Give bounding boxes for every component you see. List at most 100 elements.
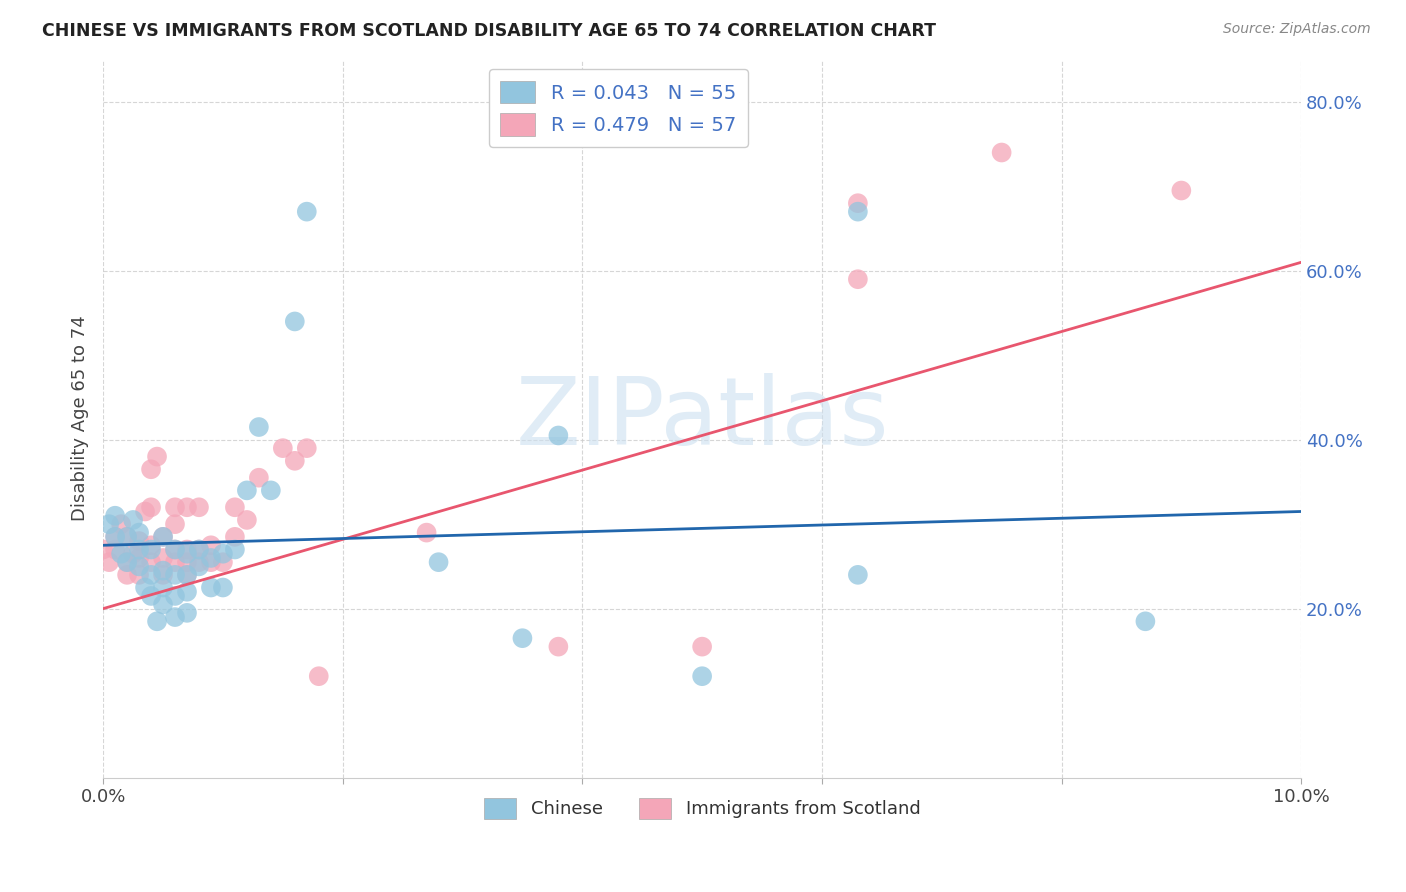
Point [139,500,162,515]
Point [188,542,211,557]
Point [200,551,222,566]
Point [128,567,150,582]
Point [104,530,127,544]
Point [224,530,246,544]
Point [547,428,569,442]
Point [104,530,127,544]
Point [846,272,869,286]
Point [1170,184,1192,198]
Point [122,547,145,561]
Point [284,454,307,468]
Point [110,547,132,561]
Point [176,567,198,582]
Point [139,567,162,582]
Point [115,555,138,569]
Point [104,542,127,557]
Point [236,483,259,498]
Point [224,542,246,557]
Point [176,542,198,557]
Point [846,567,869,582]
Point [308,669,330,683]
Point [295,204,318,219]
Point [176,606,198,620]
Point [212,555,235,569]
Point [846,196,869,211]
Point [104,508,127,523]
Point [134,504,156,518]
Point [98,517,121,532]
Point [163,589,186,603]
Point [415,525,437,540]
Point [176,555,198,569]
Point [163,542,186,557]
Point [128,534,150,549]
Point [128,559,150,574]
Point [163,567,186,582]
Point [200,538,222,552]
Point [846,204,869,219]
Point [188,542,211,557]
Text: Source: ZipAtlas.com: Source: ZipAtlas.com [1223,22,1371,37]
Point [115,530,138,544]
Point [128,525,150,540]
Point [115,530,138,544]
Point [163,610,186,624]
Point [200,581,222,595]
Point [1135,615,1157,629]
Point [188,559,211,574]
Point [163,500,186,515]
Point [990,145,1012,160]
Legend: Chinese, Immigrants from Scotland: Chinese, Immigrants from Scotland [477,790,928,826]
Point [128,542,150,557]
Point [98,555,121,569]
Y-axis label: Disability Age 65 to 74: Disability Age 65 to 74 [72,316,89,522]
Point [152,567,174,582]
Point [224,500,246,515]
Point [176,584,198,599]
Point [152,530,174,544]
Point [176,500,198,515]
Point [110,517,132,532]
Text: CHINESE VS IMMIGRANTS FROM SCOTLAND DISABILITY AGE 65 TO 74 CORRELATION CHART: CHINESE VS IMMIGRANTS FROM SCOTLAND DISA… [42,22,936,40]
Text: ZIPatlas: ZIPatlas [516,373,889,465]
Point [146,450,169,464]
Point [427,555,450,569]
Point [152,530,174,544]
Point [212,581,235,595]
Point [188,555,211,569]
Point [91,542,114,557]
Point [690,640,713,654]
Point [152,598,174,612]
Point [163,555,186,569]
Point [115,567,138,582]
Point [163,542,186,557]
Point [284,314,307,328]
Point [139,462,162,476]
Point [115,555,138,569]
Point [247,420,270,434]
Point [212,547,235,561]
Point [139,538,162,552]
Point [152,564,174,578]
Point [247,471,270,485]
Point [690,669,713,683]
Point [139,542,162,557]
Point [176,547,198,561]
Point [200,555,222,569]
Point [260,483,283,498]
Point [152,581,174,595]
Point [271,441,294,455]
Point [146,615,169,629]
Point [512,631,534,645]
Point [236,513,259,527]
Point [152,551,174,566]
Point [163,517,186,532]
Point [128,551,150,566]
Point [547,640,569,654]
Point [134,581,156,595]
Point [295,441,318,455]
Point [188,500,211,515]
Point [122,513,145,527]
Point [139,555,162,569]
Point [139,589,162,603]
